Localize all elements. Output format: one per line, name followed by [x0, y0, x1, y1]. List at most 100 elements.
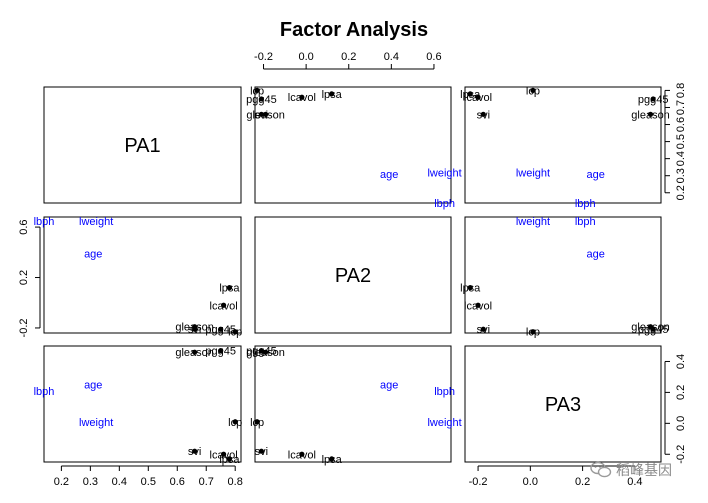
data-point [258, 111, 264, 117]
point-label: pgg45 [246, 346, 277, 358]
point-label: gleason [175, 347, 214, 359]
data-point [650, 326, 656, 332]
tick-label: 0.4 [675, 151, 687, 166]
point-label: lweight [79, 216, 113, 228]
panel-PA3-PA2 [254, 345, 452, 463]
data-point [192, 448, 198, 454]
point-label: lcp [526, 85, 540, 97]
data-point [329, 456, 335, 462]
data-point [226, 456, 233, 462]
point-label: gleason [175, 322, 214, 334]
point-label: lcp [228, 327, 242, 339]
data-point [254, 419, 260, 425]
panel-PA2-PA2 [254, 216, 452, 334]
tick-label: 0.2 [54, 476, 69, 488]
tick-label: 0.2 [341, 51, 356, 63]
point-label: lpsa [219, 454, 240, 466]
point-label: lweight [427, 417, 461, 429]
data-point [299, 94, 305, 100]
diagonal-label: PA2 [335, 265, 371, 287]
panel-PA2-PA3 [464, 216, 662, 334]
point-label: lpsa [460, 283, 481, 295]
data-point [258, 348, 264, 354]
point-label: lcavol [464, 300, 492, 312]
point-label: lcavol [288, 449, 316, 461]
data-point [480, 326, 486, 332]
panel-PA1-PA2 [254, 86, 452, 204]
data-point [221, 302, 227, 308]
data-point [232, 329, 238, 335]
point-label: gleason [631, 322, 670, 334]
tick-label: 0.0 [523, 476, 538, 488]
data-point [258, 96, 264, 102]
point-label: pgg45 [246, 94, 277, 106]
point-label: pgg45 [205, 324, 236, 336]
tick-label: -0.2 [469, 476, 488, 488]
tick-label: 0.5 [675, 134, 687, 149]
tick-label: 0.6 [18, 219, 30, 234]
data-point [650, 96, 656, 102]
tick-label: 0.3 [675, 168, 687, 183]
data-point [263, 111, 269, 117]
point-label: lcavol [288, 92, 316, 104]
data-point [647, 111, 654, 117]
point-label: age [380, 380, 398, 392]
data-point [530, 87, 536, 94]
data-point [475, 94, 481, 100]
point-label: age [380, 169, 398, 181]
tick-label: 0.6 [170, 476, 185, 488]
chart-title: Factor Analysis [280, 19, 428, 41]
point-label: lpsa [322, 89, 343, 101]
data-point [226, 285, 233, 291]
point-label: lpsa [219, 283, 240, 295]
panel-PA1-PA3 [464, 86, 662, 204]
point-label: pgg45 [205, 346, 236, 358]
point-label: lcavol [210, 300, 238, 312]
panel-PA3-PA1 [43, 345, 242, 463]
point-label: svi [188, 324, 201, 336]
diagonal-label: PA3 [545, 394, 581, 416]
point-label: age [586, 249, 604, 261]
tick-label: -0.2 [675, 445, 687, 464]
point-label: gleason [246, 109, 285, 121]
tick-label: -0.2 [18, 318, 30, 337]
tick-label: 0.7 [199, 476, 214, 488]
data-point [192, 324, 198, 330]
point-label: svi [188, 446, 201, 458]
point-label: age [84, 249, 102, 261]
tick-label: 0.8 [228, 476, 243, 488]
point-label: svi [255, 446, 268, 458]
data-point [258, 448, 264, 454]
point-label: lpsa [460, 89, 481, 101]
tick-label: -0.2 [254, 51, 273, 63]
data-point [218, 326, 224, 332]
point-label: pgg45 [638, 94, 669, 106]
tick-label: 0.2 [675, 185, 687, 200]
point-label: lbph [34, 386, 55, 398]
data-point [263, 349, 269, 355]
watermark-text: 稻峰基因 [616, 462, 672, 478]
diagonal-label: PA1 [124, 135, 160, 157]
tick-label: 0.3 [83, 476, 98, 488]
wechat-icon [590, 461, 612, 478]
data-point [329, 91, 335, 97]
point-label: lbph [575, 216, 596, 228]
data-point [475, 302, 481, 308]
data-point [192, 349, 198, 355]
point-label: lweight [516, 167, 550, 179]
watermark: 稻峰基因 [590, 458, 702, 482]
tick-label: 0.5 [141, 476, 156, 488]
tick-label: 0.2 [675, 385, 687, 400]
point-label: lweight [516, 216, 550, 228]
data-point [232, 419, 238, 425]
data-point [218, 348, 224, 354]
point-label: lcp [250, 417, 264, 429]
tick-label: 0.7 [675, 100, 687, 115]
tick-label: 0.6 [426, 51, 441, 63]
point-label: gleason [631, 109, 670, 121]
tick-label: 0.2 [18, 270, 30, 285]
point-label: age [84, 380, 102, 392]
data-point [467, 285, 473, 291]
point-label: age [586, 169, 604, 181]
